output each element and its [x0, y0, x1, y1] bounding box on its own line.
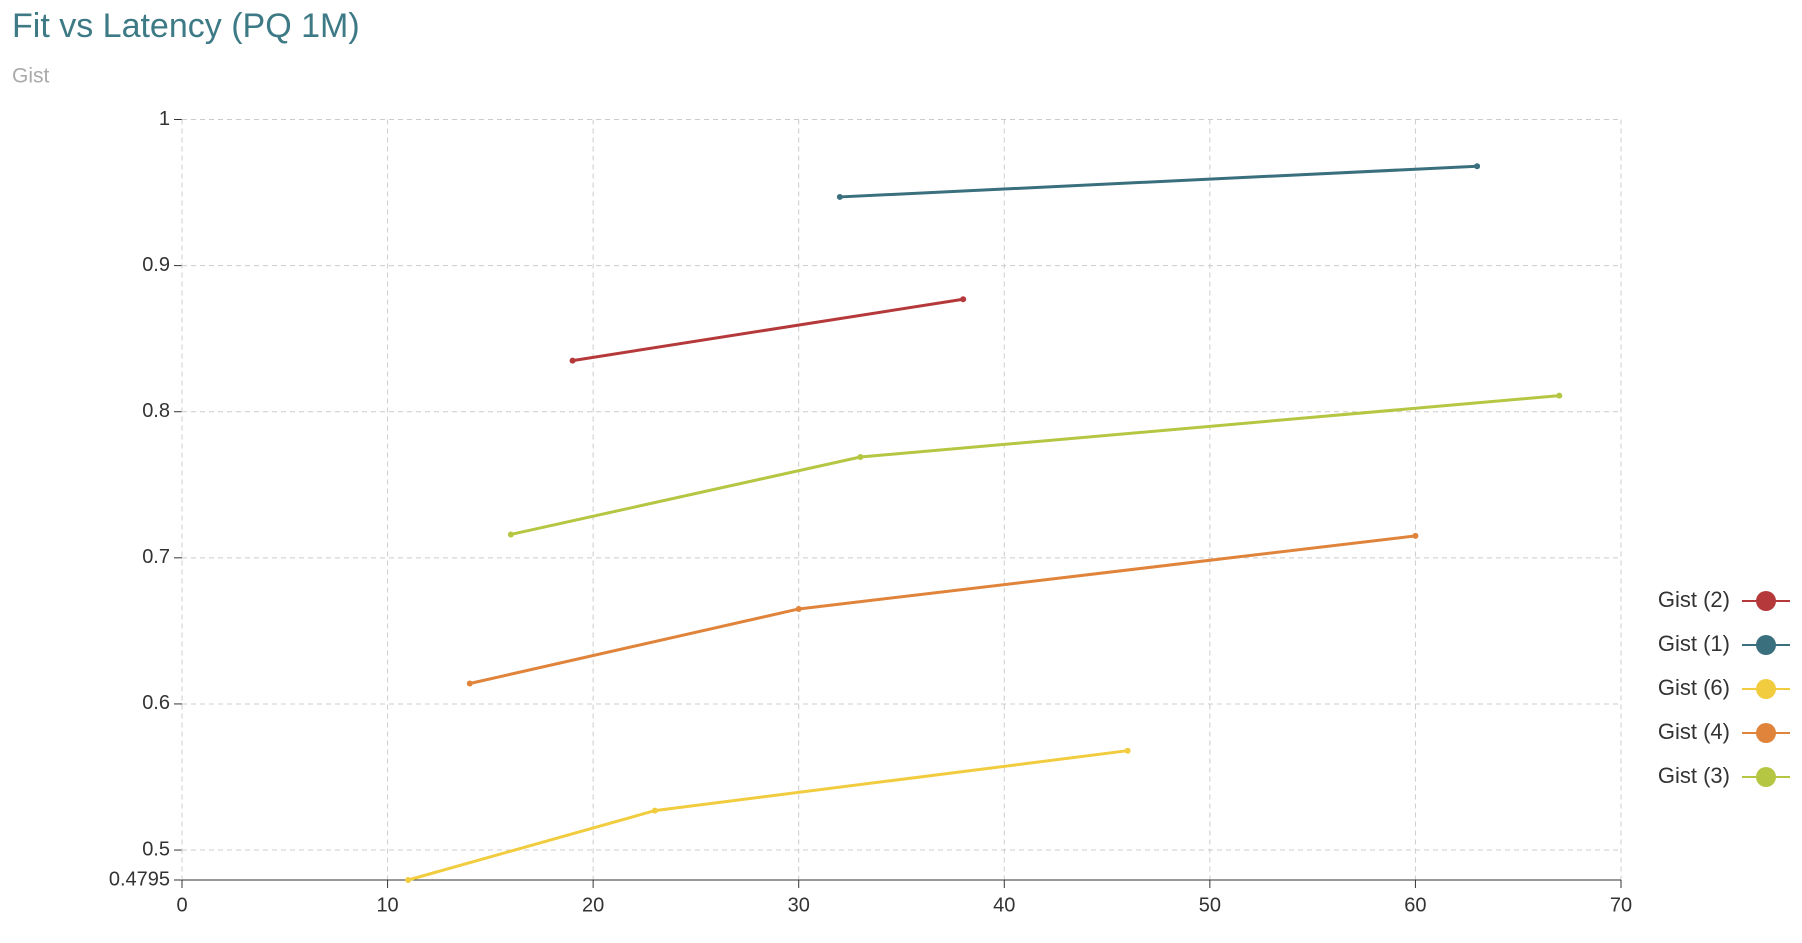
legend-dot: [1756, 767, 1776, 787]
x-tick-label: 60: [1404, 894, 1426, 916]
legend-dot: [1756, 635, 1776, 655]
data-point: [1124, 747, 1131, 754]
data-point: [836, 193, 843, 200]
x-tick-label: 70: [1610, 894, 1632, 916]
legend-label: Gist (1): [1658, 631, 1730, 656]
data-point: [569, 357, 576, 364]
data-point: [1474, 163, 1481, 170]
data-point: [466, 680, 473, 687]
x-tick-label: 50: [1199, 894, 1221, 916]
legend-item: Gist (3): [1658, 763, 1790, 788]
legend-label: Gist (4): [1658, 719, 1730, 744]
legend-item: Gist (2): [1658, 587, 1790, 612]
series-line: [839, 164, 1478, 199]
data-point: [960, 296, 967, 303]
legend-dot: [1756, 679, 1776, 699]
y-tick-label: 0.6: [142, 692, 170, 714]
y-tick-label: 0.4795: [109, 868, 170, 890]
chart-subtitle: Gist: [12, 65, 50, 88]
data-point: [1556, 392, 1563, 399]
legend-label: Gist (2): [1658, 587, 1730, 612]
legend-label: Gist (3): [1658, 763, 1730, 788]
legend-dot: [1756, 723, 1776, 743]
data-point: [795, 605, 802, 612]
legend-item: Gist (4): [1658, 719, 1790, 744]
data-point: [507, 531, 514, 538]
legend-item: Gist (1): [1658, 631, 1790, 656]
legend-label: Gist (6): [1658, 675, 1730, 700]
legend-dot: [1756, 591, 1776, 611]
data-point: [857, 454, 864, 461]
series-line: [407, 749, 1128, 882]
chart-title: Fit vs Latency (PQ 1M): [12, 7, 360, 45]
data-point: [651, 807, 658, 814]
y-tick-label: 0.7: [142, 546, 170, 568]
x-tick-label: 30: [788, 894, 810, 916]
x-tick-label: 10: [376, 894, 398, 916]
y-tick-label: 1: [159, 108, 170, 130]
y-tick-label: 0.5: [142, 838, 170, 860]
y-tick-label: 0.8: [142, 400, 170, 422]
series-line: [572, 297, 964, 363]
x-tick-label: 40: [993, 894, 1015, 916]
legend-item: Gist (6): [1658, 675, 1790, 700]
x-tick-label: 0: [176, 894, 187, 916]
y-tick-label: 0.9: [142, 254, 170, 276]
x-tick-label: 20: [582, 894, 604, 916]
data-point: [1412, 532, 1419, 539]
series-line: [510, 394, 1560, 536]
data-point: [405, 877, 412, 883]
